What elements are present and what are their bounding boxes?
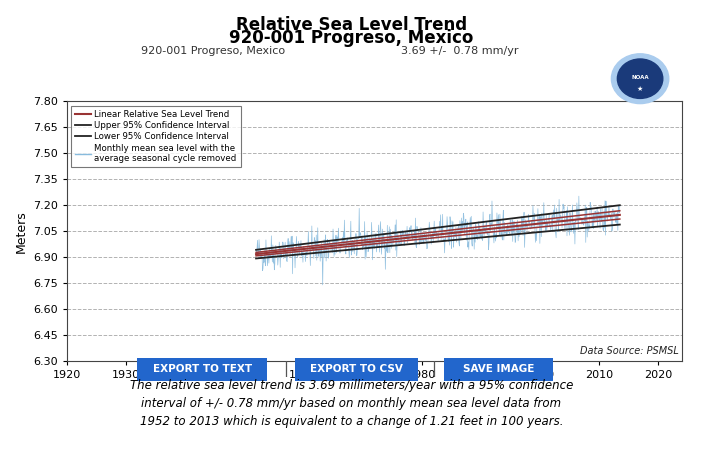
Line: Upper 95% Confidence Interval: Upper 95% Confidence Interval bbox=[256, 205, 620, 250]
Linear Relative Sea Level Trend bbox=[616, 212, 624, 217]
Text: NOAA: NOAA bbox=[631, 75, 649, 80]
Upper 95% Confidence Interval bbox=[616, 202, 624, 208]
Monthly mean sea level with the
average seasonal cycle removed bbox=[323, 241, 331, 247]
Monthly mean sea level with the
average seasonal cycle removed bbox=[318, 282, 327, 288]
Text: |: | bbox=[431, 361, 437, 377]
Monthly mean sea level with the
average seasonal cycle removed bbox=[616, 203, 624, 209]
Text: 920-001 Progreso, Mexico: 920-001 Progreso, Mexico bbox=[141, 46, 285, 55]
Text: Data Source: PSMSL: Data Source: PSMSL bbox=[580, 345, 679, 355]
Text: EXPORT TO TEXT: EXPORT TO TEXT bbox=[153, 364, 252, 374]
Text: ★: ★ bbox=[637, 86, 643, 92]
Text: Relative Sea Level Trend: Relative Sea Level Trend bbox=[236, 16, 467, 34]
Text: EXPORT TO CSV: EXPORT TO CSV bbox=[310, 364, 404, 374]
Line: Monthly mean sea level with the
average seasonal cycle removed: Monthly mean sea level with the average … bbox=[256, 196, 620, 285]
Legend: Linear Relative Sea Level Trend, Upper 95% Confidence Interval, Lower 95% Confid: Linear Relative Sea Level Trend, Upper 9… bbox=[71, 106, 241, 167]
Text: 920-001 Progreso, Mexico: 920-001 Progreso, Mexico bbox=[229, 29, 474, 47]
Circle shape bbox=[617, 59, 663, 98]
Upper 95% Confidence Interval bbox=[252, 247, 260, 253]
Text: SAVE IMAGE: SAVE IMAGE bbox=[463, 364, 534, 374]
Line: Linear Relative Sea Level Trend: Linear Relative Sea Level Trend bbox=[256, 215, 620, 254]
Text: |: | bbox=[283, 361, 289, 377]
Lower 95% Confidence Interval bbox=[252, 256, 260, 261]
Y-axis label: Meters: Meters bbox=[14, 210, 27, 253]
Monthly mean sea level with the
average seasonal cycle removed bbox=[575, 216, 583, 221]
Monthly mean sea level with the
average seasonal cycle removed bbox=[333, 234, 341, 239]
Monthly mean sea level with the
average seasonal cycle removed bbox=[299, 259, 307, 265]
Lower 95% Confidence Interval bbox=[616, 222, 624, 227]
Circle shape bbox=[612, 54, 669, 104]
Monthly mean sea level with the
average seasonal cycle removed bbox=[252, 247, 260, 253]
Line: Lower 95% Confidence Interval: Lower 95% Confidence Interval bbox=[256, 225, 620, 258]
Monthly mean sea level with the
average seasonal cycle removed bbox=[381, 267, 389, 272]
Text: The relative sea level trend is 3.69 millimeters/year with a 95% confidence
inte: The relative sea level trend is 3.69 mil… bbox=[130, 379, 573, 428]
Linear Relative Sea Level Trend bbox=[252, 251, 260, 257]
Monthly mean sea level with the
average seasonal cycle removed bbox=[335, 249, 344, 255]
Text: 3.69 +/-  0.78 mm/yr: 3.69 +/- 0.78 mm/yr bbox=[401, 46, 518, 55]
Monthly mean sea level with the
average seasonal cycle removed bbox=[574, 193, 583, 199]
